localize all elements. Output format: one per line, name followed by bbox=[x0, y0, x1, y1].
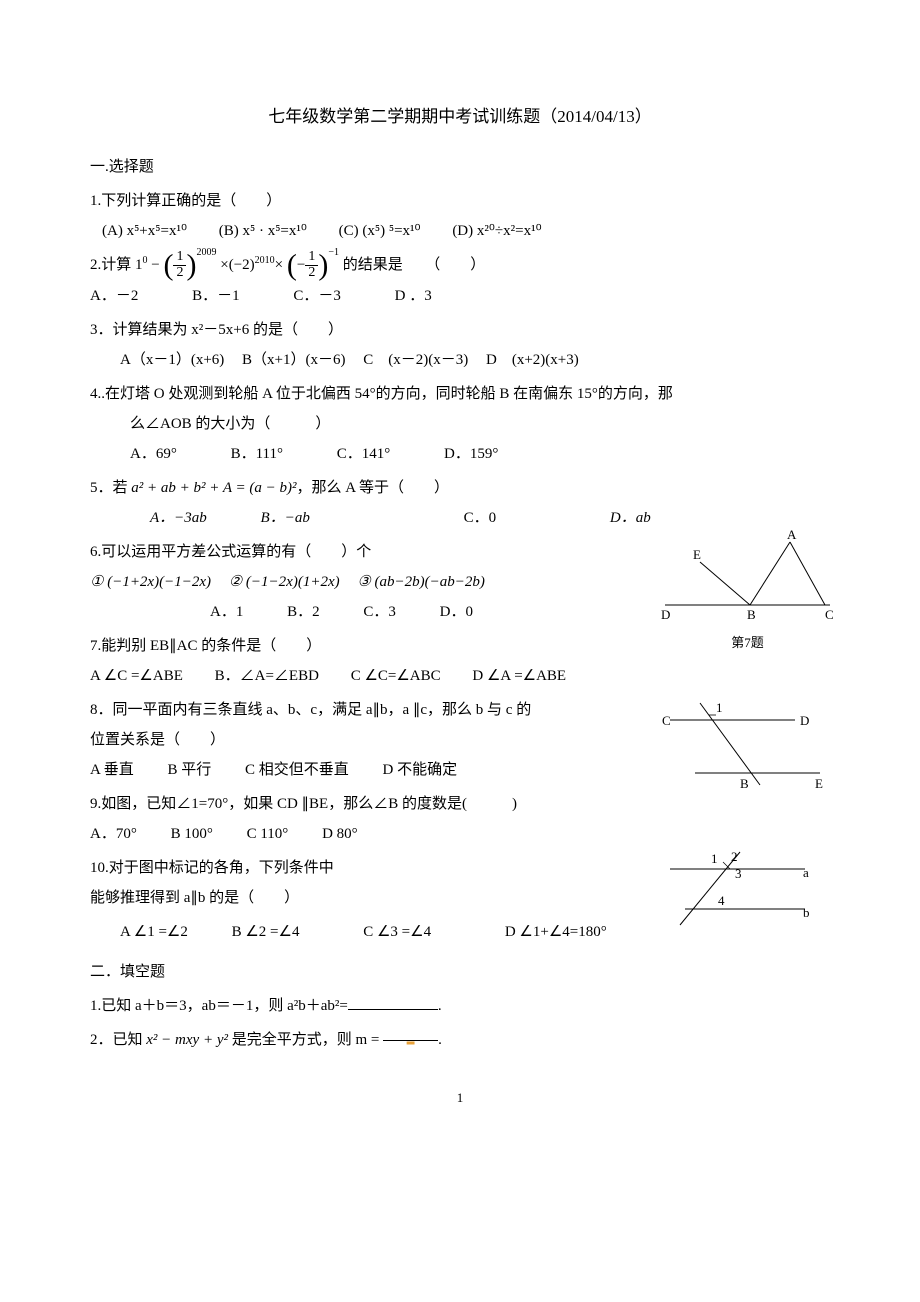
q2: 2.计算 10 − (12)2009 ×(−2)2010× (−12)−1 的结… bbox=[90, 250, 830, 311]
figure-q10-svg: 1 2 3 4 a b bbox=[645, 847, 820, 932]
q4-opt-d: D．159° bbox=[444, 446, 498, 462]
q7-opt-d: D ∠A =∠ABE bbox=[472, 668, 566, 684]
q9-opt-a: A．70° bbox=[90, 826, 137, 842]
q2-opt-c: C．－3 bbox=[293, 288, 341, 304]
fig8-label-E: E bbox=[815, 776, 823, 790]
q10-opt-b: B ∠2 =∠4 bbox=[232, 924, 300, 940]
q7-opt-c: C ∠C=∠ABC bbox=[351, 668, 441, 684]
q4-line2: 么∠AOB 的大小为（ ） bbox=[90, 409, 830, 439]
fig8-label-1: 1 bbox=[716, 700, 723, 715]
page-title: 七年级数学第二学期期中考试训练题（2014/04/13） bbox=[90, 100, 830, 134]
q2-opt-b: B．－1 bbox=[192, 288, 240, 304]
q1-opt-b: (B) x⁵ · x⁵=x¹⁰ bbox=[219, 223, 307, 239]
f2-pre: 2．已知 bbox=[90, 1032, 146, 1048]
f1-pre: 1.已知 a＋b＝3，ab＝－1，则 a²b＋ab²= bbox=[90, 998, 348, 1014]
q6-opt-d: D．0 bbox=[440, 604, 473, 620]
fig8-label-D: D bbox=[800, 713, 809, 728]
q1-opt-c: (C) (x⁵) ⁵=x¹⁰ bbox=[339, 223, 421, 239]
q4-opt-b: B．111° bbox=[231, 446, 283, 462]
q3-opt-c: C (x－2)(x－3) bbox=[363, 352, 468, 368]
figure-q8-svg: C D B E 1 bbox=[660, 695, 830, 790]
q8-opt-a: A 垂直 bbox=[90, 762, 134, 778]
q4-line1: 4..在灯塔 O 处观测到轮船 A 位于北偏西 54°的方向，同时轮船 B 在南… bbox=[90, 379, 830, 409]
q3-opt-a: A（x－1）(x+6) bbox=[120, 352, 224, 368]
figure-q10: 1 2 3 4 a b bbox=[645, 847, 820, 943]
f2: 2．已知 x² − mxy + y² 是完全平方式，则 m = ▂. bbox=[90, 1025, 830, 1055]
q7-opt-a: A ∠C =∠ABE bbox=[90, 668, 183, 684]
highlight-dot-icon: ▂ bbox=[407, 1034, 415, 1045]
q4-opt-a: A．69° bbox=[130, 446, 177, 462]
q8-opt-c: C 相交但不垂直 bbox=[245, 762, 349, 778]
figure-q7-svg: A B C D E bbox=[655, 527, 840, 627]
fig8-label-B: B bbox=[740, 776, 749, 790]
fig7-label-B: B bbox=[747, 607, 756, 622]
q8-opt-d: D 不能确定 bbox=[383, 762, 458, 778]
q5-opt-a: A．−3ab bbox=[150, 510, 207, 526]
fig7-label-A: A bbox=[787, 527, 797, 542]
section-1-heading: 一.选择题 bbox=[90, 152, 830, 182]
q9-stem: 9.如图，已知∠1=70°，如果 CD ∥BE，那么∠B 的度数是( ) bbox=[90, 789, 830, 819]
fig10-label-a: a bbox=[803, 865, 809, 880]
section-2-heading: 二．填空题 bbox=[90, 957, 830, 987]
f2-mid: 是完全平方式，则 m = bbox=[228, 1032, 383, 1048]
q7: 7.能判别 EB∥AC 的条件是（ ） A ∠C =∠ABE B．∠A=∠EBD… bbox=[90, 631, 830, 691]
fig7-label-C: C bbox=[825, 607, 834, 622]
q9-opt-d: D 80° bbox=[322, 826, 358, 842]
q2-stem: 2.计算 10 − (12)2009 ×(−2)2010× (−12)−1 的结… bbox=[90, 250, 830, 281]
q2-opt-d: D ．3 bbox=[395, 288, 432, 304]
fig10-label-4: 4 bbox=[718, 893, 725, 908]
q3-opt-d: D (x+2)(x+3) bbox=[486, 352, 579, 368]
q3-stem: 3．计算结果为 x²－5x+6 的是（ ） bbox=[90, 315, 830, 345]
page-number: 1 bbox=[90, 1085, 830, 1111]
q2-opt-a: A．－2 bbox=[90, 288, 138, 304]
q9: 9.如图，已知∠1=70°，如果 CD ∥BE，那么∠B 的度数是( ) A．7… bbox=[90, 789, 830, 849]
f1-post: . bbox=[438, 998, 442, 1014]
q2-pre: 2.计算 bbox=[90, 257, 131, 273]
q1: 1.下列计算正确的是（ ） (A) x⁵+x⁵=x¹⁰ (B) x⁵ · x⁵=… bbox=[90, 186, 830, 246]
q1-opt-a: (A) x⁵+x⁵=x¹⁰ bbox=[102, 223, 187, 239]
q9-opt-c: C 110° bbox=[247, 826, 289, 842]
f2-expr: x² − mxy + y² bbox=[146, 1032, 228, 1048]
f1: 1.已知 a＋b＝3，ab＝－1，则 a²b＋ab²=. bbox=[90, 991, 830, 1021]
f2-blank: ▂ bbox=[383, 1025, 438, 1041]
fig8-label-C: C bbox=[662, 713, 671, 728]
q4: 4..在灯塔 O 处观测到轮船 A 位于北偏西 54°的方向，同时轮船 B 在南… bbox=[90, 379, 830, 469]
q5-expr: a² + ab + b² + A = (a − b)² bbox=[131, 480, 296, 496]
q2-post: 的结果是 （ ） bbox=[343, 257, 486, 273]
fig10-label-b: b bbox=[803, 905, 810, 920]
q3: 3．计算结果为 x²－5x+6 的是（ ） A（x－1）(x+6) B（x+1）… bbox=[90, 315, 830, 375]
q4-opt-c: C．141° bbox=[337, 446, 391, 462]
q2-expr: 10 − (12)2009 ×(−2)2010× (−12)−1 bbox=[135, 257, 343, 273]
f2-post: . bbox=[438, 1032, 442, 1048]
q7-stem: 7.能判别 EB∥AC 的条件是（ ） bbox=[90, 631, 830, 661]
q5-opt-d: D．ab bbox=[610, 510, 651, 526]
fig7-label-E: E bbox=[693, 547, 701, 562]
fig10-label-1: 1 bbox=[711, 851, 718, 866]
q1-stem: 1.下列计算正确的是（ ） bbox=[90, 186, 830, 216]
q10: 10.对于图中标记的各角，下列条件中 能够推理得到 a∥b 的是（ ） 1 2 … bbox=[90, 853, 830, 947]
q8-opt-b: B 平行 bbox=[168, 762, 212, 778]
q7-opt-b: B．∠A=∠EBD bbox=[215, 668, 319, 684]
q5: 5．若 a² + ab + b² + A = (a − b)²，那么 A 等于（… bbox=[90, 473, 830, 533]
q5-opt-b: B．−ab bbox=[261, 510, 310, 526]
fig7-label-D: D bbox=[661, 607, 670, 622]
q8: 8．同一平面内有三条直线 a、b、c，满足 a∥b，a ∥c，那么 b 与 c … bbox=[90, 695, 830, 785]
q6-opt-b: B．2 bbox=[287, 604, 320, 620]
q6: 6.可以运用平方差公式运算的有（ ）个 ① (−1+2x)(−1−2x) ② (… bbox=[90, 537, 830, 627]
fig10-label-2: 2 bbox=[731, 849, 738, 864]
q5-opt-c: C．0 bbox=[464, 510, 497, 526]
q1-opt-d: (D) x²⁰÷x²=x¹⁰ bbox=[452, 223, 541, 239]
f1-blank bbox=[348, 994, 438, 1010]
q3-opt-b: B（x+1）(x－6) bbox=[242, 352, 345, 368]
figure-q8: C D B E 1 bbox=[660, 695, 830, 801]
q10-opt-d: D ∠1+∠4=180° bbox=[505, 924, 607, 940]
q9-opt-b: B 100° bbox=[171, 826, 213, 842]
q6-opt-a: A．1 bbox=[210, 604, 243, 620]
q5-stem: 5．若 a² + ab + b² + A = (a − b)²，那么 A 等于（… bbox=[90, 473, 830, 503]
q6-opt-c: C．3 bbox=[363, 604, 396, 620]
q10-opt-c: C ∠3 =∠4 bbox=[363, 924, 431, 940]
fig10-label-3: 3 bbox=[735, 866, 742, 881]
q10-opt-a: A ∠1 =∠2 bbox=[120, 924, 188, 940]
